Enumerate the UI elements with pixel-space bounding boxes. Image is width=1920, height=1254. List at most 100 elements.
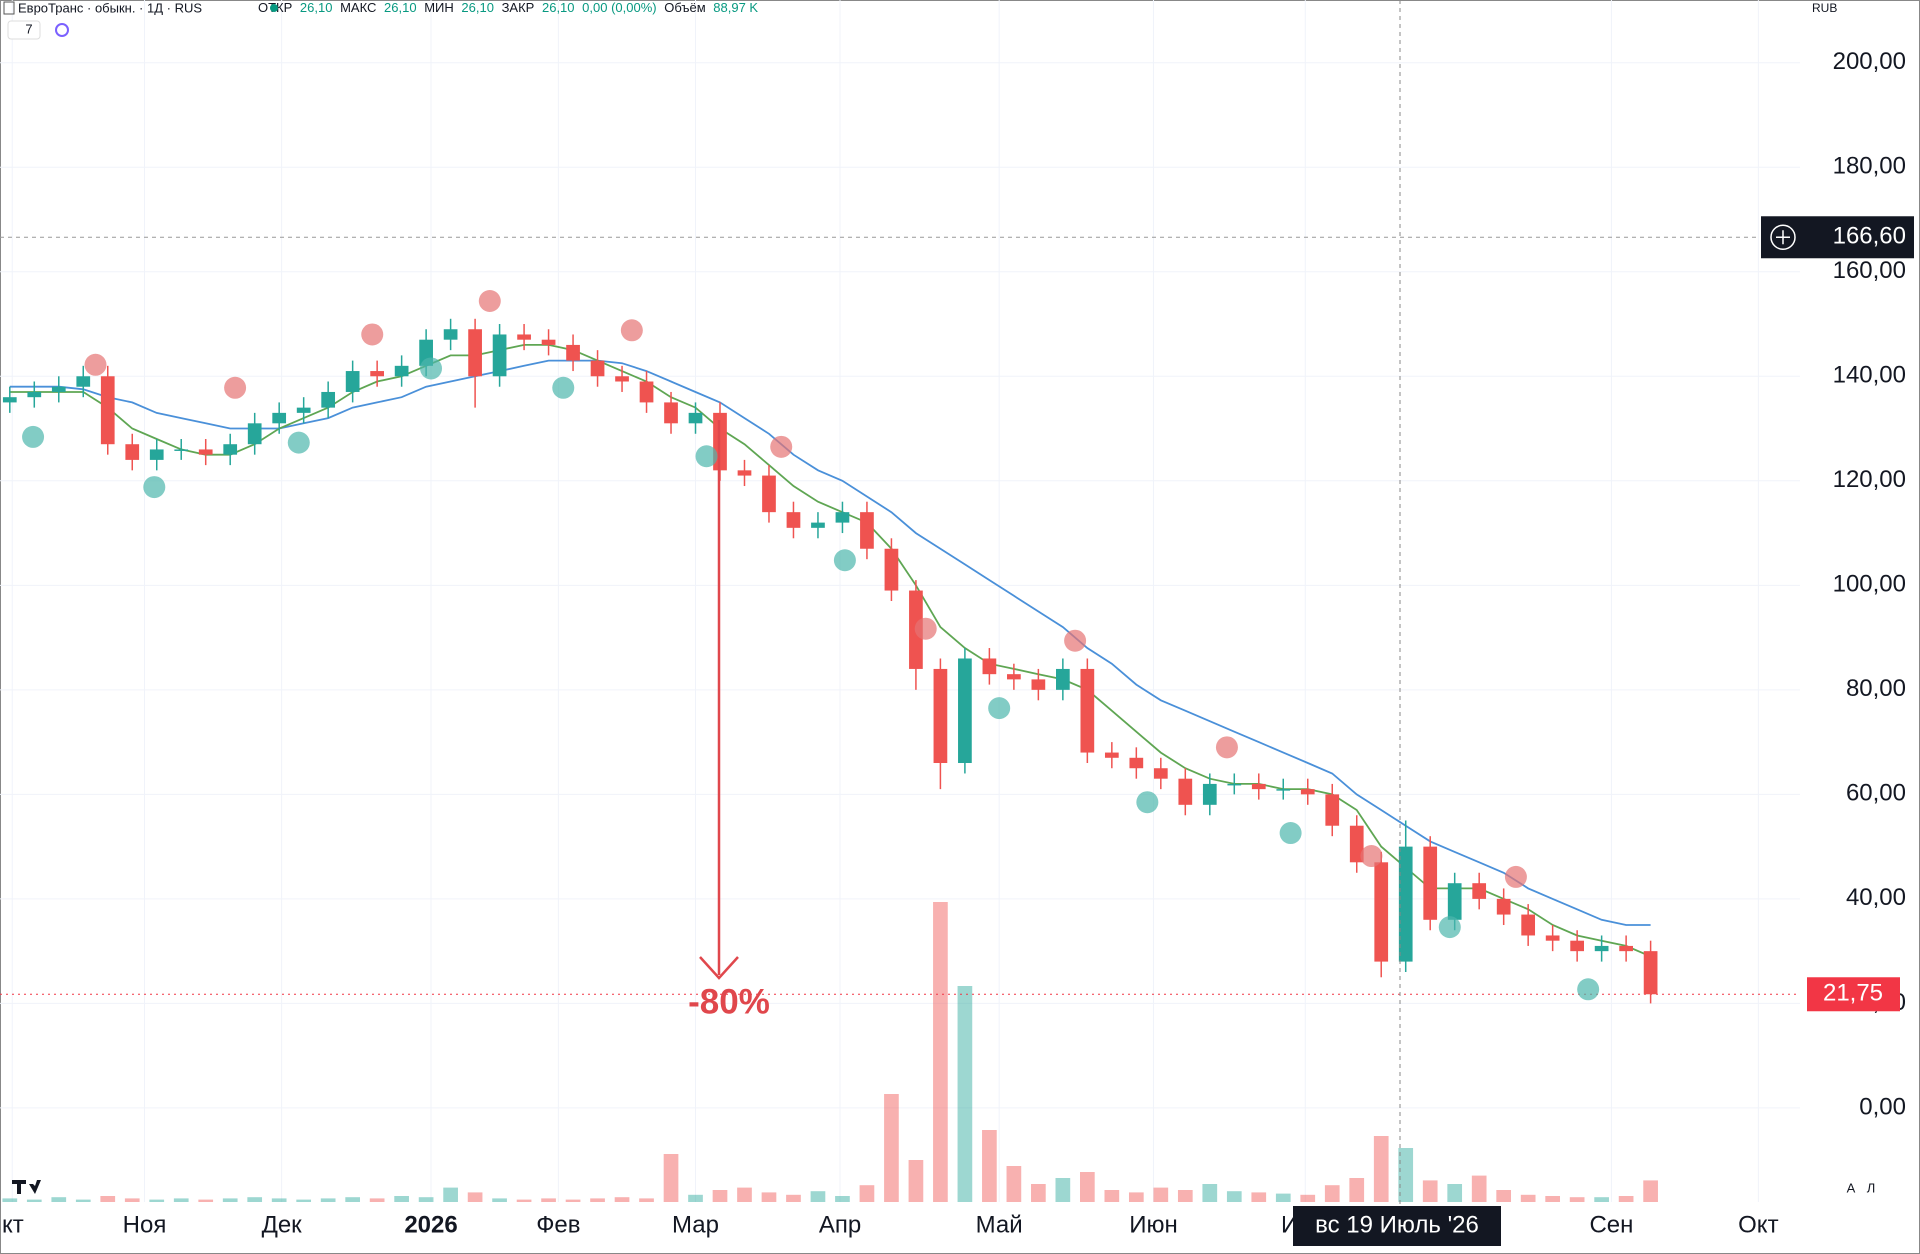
annotation-arrowhead xyxy=(699,956,739,980)
ohlc-label: МИН xyxy=(424,0,454,15)
indicators-toggle[interactable] xyxy=(7,20,41,40)
x-tick-label: Июн xyxy=(1129,1211,1178,1238)
volume-bar xyxy=(1618,1196,1634,1202)
volume-bar xyxy=(663,1154,679,1202)
candle-body xyxy=(1300,789,1315,795)
buy-signal xyxy=(552,376,575,399)
sell-signal xyxy=(1360,845,1383,868)
buy-signal xyxy=(420,357,443,380)
candle-body xyxy=(296,407,311,413)
volume-bar xyxy=(2,1198,18,1202)
buy-signal xyxy=(1438,916,1461,939)
ohlc: ОТКР 26,10 МАКС 26,10 МИН 26,10 ЗАКР 26,… xyxy=(258,0,758,15)
volume-bar xyxy=(173,1198,189,1202)
buy-signal xyxy=(1136,791,1159,814)
candle-body xyxy=(1570,940,1584,952)
currency[interactable]: RUB xyxy=(1812,1,1837,15)
candle-body xyxy=(125,444,140,460)
sell-signal xyxy=(361,323,384,346)
sell-signal xyxy=(620,319,643,342)
volume-bar xyxy=(884,1094,899,1202)
buy-signal xyxy=(143,476,166,499)
candle-body xyxy=(1349,825,1364,863)
status-dot xyxy=(270,4,278,12)
volume-bar xyxy=(1177,1190,1193,1202)
symbol-icon xyxy=(3,1,15,15)
volume-bar xyxy=(198,1199,214,1202)
ohlc-value: 26,10 xyxy=(542,0,575,15)
x-tick-label: Апр xyxy=(819,1211,861,1238)
logo xyxy=(12,1180,41,1194)
candle-body xyxy=(590,360,605,377)
scale-button[interactable]: А xyxy=(1847,1180,1856,1195)
volume-bar xyxy=(1545,1196,1560,1202)
volume-bar xyxy=(418,1197,434,1202)
candle-body xyxy=(811,522,825,528)
volume-bar xyxy=(908,1160,924,1202)
volume-bar xyxy=(467,1192,483,1202)
candle-body xyxy=(1472,883,1487,899)
volume-bar xyxy=(957,986,973,1202)
volume-bar xyxy=(1349,1178,1365,1202)
volume-bar xyxy=(26,1199,42,1202)
volume-bar xyxy=(590,1198,605,1202)
volume-bar xyxy=(1104,1190,1120,1202)
candle-body xyxy=(76,376,91,387)
volume-bar xyxy=(1324,1185,1340,1202)
volume-bar xyxy=(1202,1184,1218,1202)
candle-body xyxy=(198,449,213,455)
candle-body xyxy=(1325,794,1340,826)
volume-bar xyxy=(1447,1184,1463,1202)
volume-bar xyxy=(982,1130,997,1202)
buy-signal xyxy=(988,697,1011,720)
candle-body xyxy=(639,381,654,403)
candle-body xyxy=(1031,679,1046,690)
candle-body xyxy=(860,512,874,549)
buy-signal xyxy=(22,425,45,448)
buy-signal xyxy=(287,431,310,454)
candle-body xyxy=(1129,757,1144,769)
sync-icon[interactable] xyxy=(55,23,69,37)
volume xyxy=(2,902,1658,1202)
volume-bar xyxy=(1373,1136,1389,1202)
y-tick-label: 180,00 xyxy=(1833,153,1906,180)
candle-body xyxy=(370,371,384,377)
y-tick-label: 160,00 xyxy=(1833,257,1906,284)
volume-bar xyxy=(1300,1194,1316,1202)
x-tick-label: 2026 xyxy=(404,1211,457,1238)
volume-bar xyxy=(1471,1175,1487,1202)
candle-body xyxy=(1202,783,1217,805)
candle-body xyxy=(1496,898,1511,915)
candle-body xyxy=(1423,846,1438,920)
volume-bar xyxy=(1520,1194,1536,1202)
ohlc-value: 26,10 xyxy=(384,0,417,15)
volume-bar xyxy=(1055,1178,1071,1202)
candle-body xyxy=(1447,883,1462,920)
volume-bar xyxy=(75,1199,91,1202)
volume-bar xyxy=(271,1198,287,1202)
volume-bar xyxy=(516,1199,532,1202)
y-tick-label: 140,00 xyxy=(1833,362,1906,389)
volume-bar xyxy=(761,1192,777,1202)
volume-bar xyxy=(1128,1192,1144,1202)
volume-bar xyxy=(149,1199,165,1202)
candle-body xyxy=(1374,862,1389,962)
candle-body xyxy=(1521,914,1536,936)
candle-body xyxy=(1153,768,1168,779)
candle-body xyxy=(615,376,629,382)
y-tick-label: 40,00 xyxy=(1846,884,1906,911)
candle-body xyxy=(958,658,972,764)
volume-bar xyxy=(394,1196,409,1202)
indicators-count[interactable]: 7 xyxy=(25,21,32,36)
grid xyxy=(0,0,1800,1202)
crosshair-label: вс 19 Июль '26 xyxy=(1315,1211,1479,1238)
candle-body xyxy=(1545,935,1560,941)
volume-bar xyxy=(369,1198,385,1202)
volume-bar xyxy=(222,1198,238,1202)
symbol[interactable]: ЕвроТранс · обыкн. · 1Д · RUS xyxy=(18,0,202,15)
sell-signal xyxy=(1064,629,1087,652)
y-tick-label: 60,00 xyxy=(1846,780,1906,807)
scale-button[interactable]: Л xyxy=(1867,1180,1876,1195)
volume-bar xyxy=(639,1198,654,1202)
